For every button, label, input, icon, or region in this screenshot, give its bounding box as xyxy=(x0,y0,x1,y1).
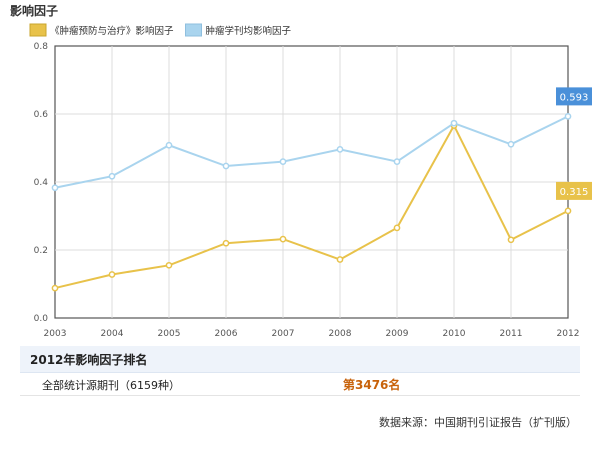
data-point xyxy=(393,224,401,232)
x-tick-label: 2010 xyxy=(443,329,466,339)
legend-swatch xyxy=(29,23,47,37)
x-tick-label: 2011 xyxy=(500,329,523,339)
data-point xyxy=(279,235,287,243)
x-tick-label: 2008 xyxy=(329,329,352,339)
x-tick-label: 2012 xyxy=(557,329,580,339)
data-point xyxy=(108,172,116,180)
ranking-row-label: 全部统计源期刊（6159种） xyxy=(42,379,180,392)
x-tick-label: 2007 xyxy=(272,329,295,339)
x-tick-label: 2006 xyxy=(215,329,238,339)
end-value-label: 0.315 xyxy=(560,187,589,198)
data-point xyxy=(336,146,344,153)
data-point xyxy=(507,236,515,244)
data-point xyxy=(450,119,458,127)
data-source-note: 数据来源：中国期刊引证报告（扩刊版） xyxy=(379,416,577,429)
data-point xyxy=(222,239,230,247)
end-value-label: 0.593 xyxy=(560,92,589,103)
end-value-badge-bg xyxy=(556,181,592,200)
ranking-title: 2012年影响因子排名 xyxy=(30,353,148,367)
page-title: 影响因子 xyxy=(10,4,59,18)
end-value-badge: 0.315 xyxy=(556,181,592,200)
legend-entry: 肿瘤学刊均影响因子 xyxy=(185,23,292,37)
data-point xyxy=(51,284,59,292)
end-value-badge: 0.593 xyxy=(556,87,592,106)
y-tick-label: 0.2 xyxy=(34,246,48,256)
data-point xyxy=(51,184,59,192)
legend-entry: 《肿瘤预防与治疗》影响因子 xyxy=(29,23,174,37)
x-tick-label: 2004 xyxy=(101,329,124,339)
legend-swatch xyxy=(185,23,202,37)
data-point xyxy=(165,141,173,149)
x-tick-label: 2005 xyxy=(158,329,181,339)
ranking-row-value: 第3476名 xyxy=(343,378,401,392)
data-point xyxy=(393,158,401,165)
ranking-row: 全部统计源期刊（6159种） 第3476名 xyxy=(20,373,580,396)
x-tick-label: 2003 xyxy=(44,329,67,339)
end-value-badge-bg xyxy=(556,87,592,106)
data-point xyxy=(108,271,116,278)
data-point xyxy=(564,207,572,215)
ranking-header: 2012年影响因子排名 xyxy=(20,346,580,373)
data-point xyxy=(165,261,173,269)
y-tick-label: 0.0 xyxy=(34,314,49,324)
legend-label: 肿瘤学刊均影响因子 xyxy=(206,25,292,37)
data-point xyxy=(222,162,230,170)
x-tick-label: 2009 xyxy=(386,329,409,339)
y-tick-label: 0.4 xyxy=(34,178,49,188)
data-point xyxy=(279,158,287,165)
y-tick-label: 0.6 xyxy=(34,110,49,120)
legend-label: 《肿瘤预防与治疗》影响因子 xyxy=(50,25,174,37)
impact-factor-chart: 0.0 0.2 0.4 0.6 0.8 2003 2004 2005 2006 2007 2008 2… xyxy=(29,23,592,339)
y-tick-label: 0.8 xyxy=(34,42,49,52)
series-line xyxy=(54,115,569,189)
data-point xyxy=(507,140,515,148)
data-point xyxy=(336,256,344,263)
series-line xyxy=(54,123,569,290)
data-point xyxy=(564,113,572,120)
